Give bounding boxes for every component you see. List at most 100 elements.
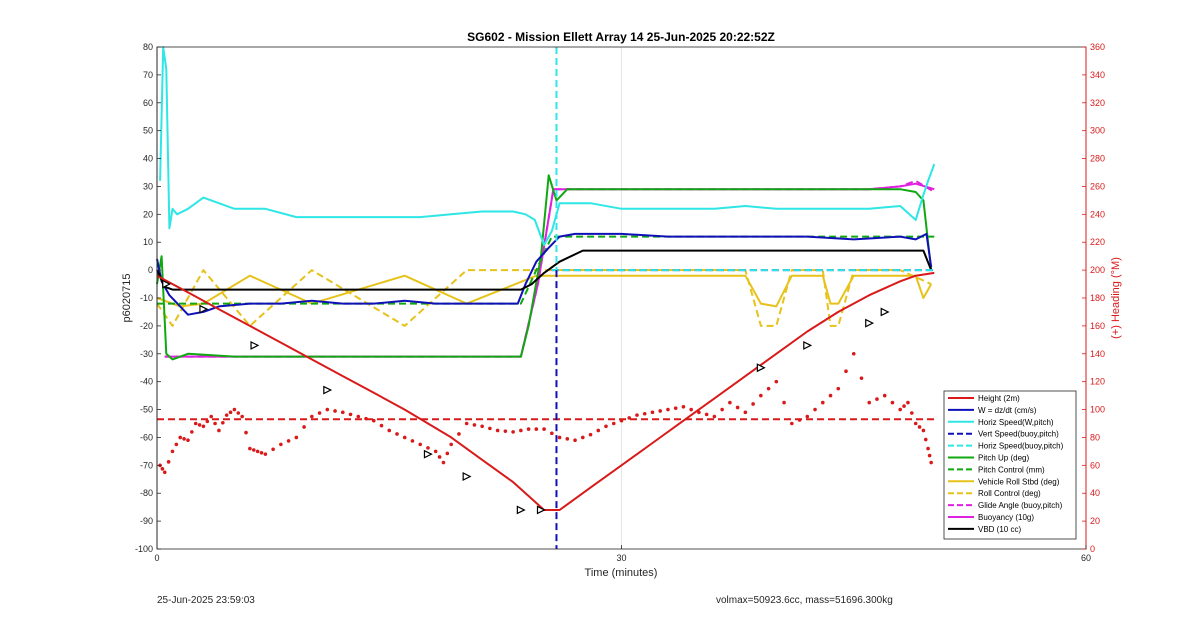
y-tick-label-right: 360 (1090, 42, 1105, 52)
heading-point (542, 427, 546, 431)
heading-point (735, 405, 740, 410)
heading-point (402, 435, 407, 440)
heading-point (410, 439, 415, 443)
heading-point (751, 402, 755, 406)
legend-box (943, 390, 1077, 540)
y-tick-label-right: 40 (1090, 488, 1100, 498)
heading-point (356, 414, 361, 419)
y-tick-label-left: -80 (140, 488, 153, 498)
legend-label: VBD (10 cc) (978, 525, 1021, 534)
heading-point (437, 455, 442, 459)
heading-point (611, 421, 616, 426)
heading-point (294, 435, 299, 440)
y-tick-label-right: 120 (1090, 377, 1105, 387)
heading-point (341, 410, 345, 415)
legend-label: W = dz/dt (cm/s) (978, 406, 1037, 415)
heading-point (445, 451, 450, 456)
heading-point (201, 424, 206, 429)
y-tick-label-left: -70 (140, 460, 153, 470)
heading-point (178, 435, 183, 440)
heading-point (902, 404, 906, 408)
footer-volmax-mass: volmax=50923.6cc, mass=51696.300kg (716, 595, 893, 606)
legend-label: Pitch Up (deg) (978, 454, 1029, 463)
heading-point (666, 407, 670, 412)
series-vehicle-roll-stbd-deg (156, 274, 933, 308)
height-marker (865, 318, 875, 328)
heading-point (333, 409, 337, 413)
heading-point (604, 424, 608, 429)
height-marker (880, 307, 890, 317)
heading-point (302, 425, 306, 429)
y-tick-label-right: 0 (1090, 544, 1095, 554)
heading-point (820, 400, 825, 405)
y-axis-label-left: p6020715 (121, 274, 133, 323)
heading-point (565, 437, 570, 441)
heading-point (433, 449, 438, 454)
heading-point (851, 351, 856, 356)
y-tick-label-left: -40 (140, 377, 153, 387)
height-marker (803, 340, 813, 350)
heading-point (805, 414, 810, 419)
heading-point (929, 460, 933, 465)
legend-label: Vert Speed(buoy,pitch) (978, 430, 1059, 439)
height-marker (423, 449, 433, 459)
heading-point (689, 407, 693, 412)
heading-point (704, 412, 709, 417)
y-tick-label-left: 40 (143, 154, 153, 164)
heading-point (162, 470, 167, 475)
footer-timestamp: 25-Jun-2025 23:59:03 (157, 595, 255, 606)
height-marker (462, 472, 472, 481)
y-tick-label-left: 70 (143, 70, 153, 80)
height-marker (756, 363, 766, 373)
heading-point (712, 414, 717, 419)
heading-point (217, 428, 221, 433)
heading-point (813, 407, 817, 412)
heading-point (828, 393, 833, 398)
y-tick-label-right: 340 (1090, 70, 1105, 80)
heading-point (526, 427, 531, 431)
heading-point (926, 446, 930, 451)
heading-point (255, 449, 260, 454)
y-tick-label-right: 160 (1090, 321, 1105, 331)
legend: Height (2m) W = dz/dt (cm/s) Horiz Speed(W… (943, 390, 1077, 540)
y-tick-label-right: 60 (1090, 460, 1100, 470)
heading-point (898, 407, 902, 412)
heading-point (488, 426, 492, 431)
heading-point (464, 421, 469, 426)
series-layer (156, 46, 936, 511)
chart-title: SG602 - Mission Ellett Array 14 25-Jun-2… (467, 30, 775, 44)
heading-point (240, 414, 244, 419)
heading-point (673, 406, 678, 410)
y-tick-label-left: -100 (135, 544, 153, 554)
heading-point (244, 430, 248, 435)
y-tick-label-left: 10 (143, 237, 153, 247)
y-tick-label-left: -30 (140, 349, 153, 359)
y-tick-label-right: 20 (1090, 516, 1100, 526)
y-tick-label-left: 50 (143, 126, 153, 136)
legend-label: Horiz Speed(buoy,pitch) (978, 442, 1064, 451)
height-marker (162, 279, 172, 289)
heading-point (224, 413, 229, 417)
legend-label: Height (2m) (978, 394, 1020, 403)
heading-point (205, 419, 210, 424)
y-tick-label-left: 0 (148, 265, 153, 275)
x-tick-label: 60 (1081, 553, 1091, 563)
heading-point (271, 447, 275, 452)
y-tick-label-right: 200 (1090, 265, 1105, 275)
heading-point (395, 432, 399, 436)
x-tick-label: 0 (154, 553, 159, 563)
heading-point (650, 410, 655, 415)
heading-point (836, 386, 841, 391)
heading-point (658, 409, 663, 413)
heading-point (236, 411, 241, 415)
heading-point (917, 425, 922, 429)
y-tick-label-right: 80 (1090, 432, 1100, 442)
height-marker (536, 505, 546, 515)
heading-point (228, 410, 233, 415)
heading-point (759, 393, 763, 398)
heading-point (174, 442, 179, 447)
series-heading (158, 351, 933, 475)
legend-label: Buoyancy (10g) (978, 513, 1034, 522)
heading-point (325, 407, 330, 412)
